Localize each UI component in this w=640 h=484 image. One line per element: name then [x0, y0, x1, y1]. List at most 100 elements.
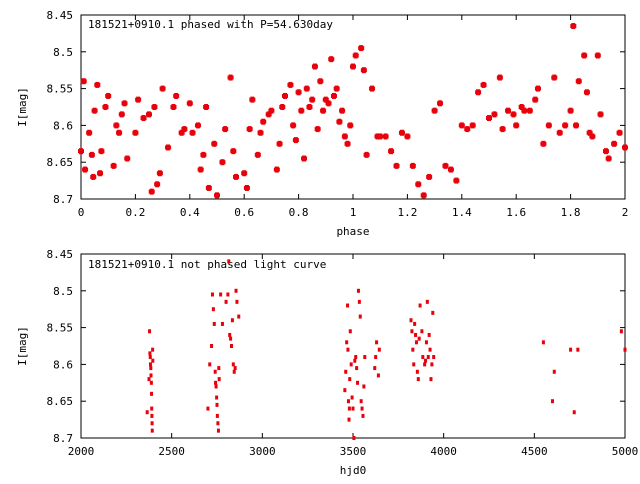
- x-tick-label: 0.2: [125, 206, 145, 219]
- data-point: [217, 366, 221, 371]
- data-point-core: [535, 85, 540, 92]
- data-point-core: [487, 115, 491, 122]
- data-point-core: [595, 52, 600, 59]
- data-point-core: [141, 115, 146, 122]
- data-point: [345, 340, 349, 345]
- data-point-core: [220, 159, 225, 166]
- data-point: [352, 436, 356, 440]
- data-point: [432, 355, 436, 360]
- data-point: [421, 355, 425, 360]
- data-point-core: [557, 129, 562, 136]
- data-point-core: [299, 107, 304, 114]
- y-tick-label: 8.45: [47, 248, 74, 261]
- data-point: [151, 347, 155, 352]
- data-point-core: [255, 151, 260, 158]
- data-point: [231, 362, 235, 367]
- data-point: [346, 347, 350, 352]
- data-point-core: [117, 129, 122, 136]
- data-point: [214, 384, 218, 389]
- data-point-core: [361, 67, 366, 74]
- data-point-core: [223, 126, 228, 133]
- data-point: [360, 406, 364, 411]
- data-point-core: [337, 118, 342, 125]
- data-point-core: [364, 151, 369, 158]
- data-point: [213, 369, 217, 374]
- data-point: [350, 395, 354, 400]
- data-point-core: [378, 133, 383, 140]
- y-tick-label: 8.45: [47, 9, 74, 22]
- data-point-core: [147, 111, 151, 118]
- data-point-core: [394, 162, 399, 169]
- data-point: [428, 347, 432, 352]
- data-point-core: [552, 74, 557, 81]
- y-tick-label: 8.65: [47, 156, 74, 169]
- x-tick-label: 1: [350, 206, 357, 219]
- data-point-core: [383, 133, 388, 140]
- data-point-core: [438, 100, 443, 107]
- data-point-core: [432, 107, 437, 114]
- data-point-core: [155, 181, 160, 188]
- y-tick-label: 8.6: [53, 358, 73, 371]
- x-tick-label: 0.4: [180, 206, 200, 219]
- data-point: [429, 377, 433, 382]
- data-point: [351, 406, 355, 411]
- data-point-core: [574, 122, 579, 129]
- data-point-core: [95, 81, 100, 88]
- data-point-core: [81, 78, 86, 85]
- data-point: [227, 259, 231, 264]
- data-point: [211, 307, 215, 312]
- data-point: [347, 417, 351, 422]
- data-point: [431, 310, 435, 315]
- data-point: [230, 318, 234, 323]
- data-point-core: [427, 173, 432, 180]
- data-point: [349, 362, 353, 367]
- data-point-core: [522, 107, 527, 114]
- data-point-core: [603, 148, 608, 155]
- data-point-core: [231, 148, 236, 155]
- data-point-core: [250, 96, 255, 103]
- data-point-core: [280, 104, 285, 110]
- y-tick-label: 8.5: [53, 285, 73, 298]
- data-point-core: [242, 170, 247, 177]
- data-point-core: [87, 129, 92, 136]
- data-point: [348, 377, 352, 382]
- data-point-core: [584, 89, 589, 96]
- data-point: [210, 292, 214, 297]
- data-point: [424, 358, 428, 363]
- x-axis-label: hjd0: [340, 464, 367, 477]
- data-point: [148, 362, 152, 367]
- data-point-core: [291, 122, 296, 129]
- data-point-core: [533, 96, 538, 103]
- data-point: [373, 366, 377, 371]
- x-tick-label: 0.6: [234, 206, 254, 219]
- data-point-core: [612, 140, 617, 147]
- data-point-core: [288, 81, 293, 88]
- data-point-core: [340, 107, 345, 114]
- data-point: [346, 303, 350, 308]
- data-point-core: [345, 140, 350, 147]
- data-point-core: [296, 89, 301, 96]
- data-point: [212, 321, 216, 326]
- x-tick-label: 2500: [158, 445, 185, 458]
- data-point-core: [470, 122, 475, 129]
- data-point: [417, 336, 421, 341]
- data-point-core: [321, 107, 326, 114]
- data-point-core: [111, 162, 116, 169]
- data-point: [376, 373, 380, 378]
- phased-light-curve-plot: 0 0.2 0.4 0.6 0.8 1 1.2 1.4 1.6 1.8 2 8.45 8.5 8.55 8.…: [16, 9, 628, 238]
- data-point: [420, 329, 424, 334]
- data-point-core: [331, 92, 336, 99]
- data-point: [148, 351, 152, 356]
- data-point-core: [293, 137, 298, 144]
- data-point-core: [405, 133, 410, 140]
- x-axis-label: phase: [336, 225, 369, 238]
- data-point-core: [114, 122, 119, 129]
- data-point-core: [481, 81, 486, 88]
- y-tick-label: 8.6: [53, 119, 73, 132]
- data-point: [149, 366, 153, 371]
- data-point-core: [149, 188, 154, 195]
- data-point-core: [269, 107, 274, 114]
- data-point: [150, 413, 154, 418]
- data-point-core: [195, 122, 200, 129]
- data-point: [348, 329, 352, 334]
